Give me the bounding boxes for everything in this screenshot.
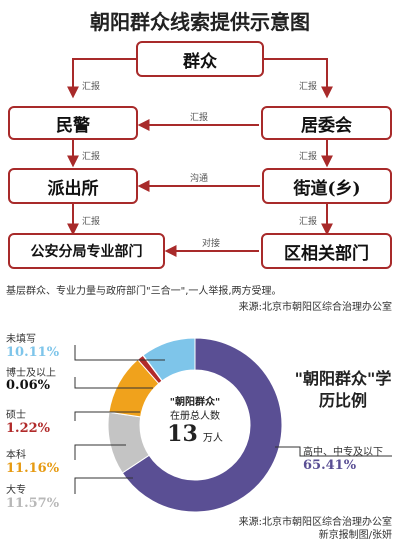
node-gongan: 公安分局专业部门 [8,233,165,269]
leader-boshi [74,377,153,389]
edge-label-report: 汇报 [82,82,101,92]
leader-shuoshi [74,411,140,421]
node-jiedao: 街道(乡) [262,168,392,204]
node-paichusuo: 派出所 [8,168,138,204]
edge-label-report: 汇报 [82,217,101,227]
node-minjing: 民警 [8,106,138,140]
node-qunzhong: 群众 [136,41,264,77]
slice-weitianxie [142,337,196,382]
donut-center-total: 13 万人 [140,421,250,447]
value-shuoshi: 1.22% [6,421,51,436]
edge-label-report: 汇报 [190,113,209,123]
edge-label-report: 汇报 [299,217,318,227]
label-dazhuan: 大专 [6,485,26,496]
label-gaozhong: 高中、中专及以下 [303,447,383,458]
leader-benke [74,444,126,460]
edge-label-duijie: 对接 [202,239,221,249]
edge-qunzhong-minjing [67,58,136,99]
value-gaozhong: 65.41% [303,458,357,473]
leader-weitianxie [74,345,165,361]
flow-note: 基层群众、专业力量与政府部门"三合一",一人举报,两方受理。 [6,286,282,297]
node-juweihui: 居委会 [261,106,392,140]
value-boshi: 0.06% [6,378,51,393]
label-benke: 本科 [6,450,26,461]
edge-label-goutong: 沟通 [190,174,209,184]
footer-source: 来源:北京市朝阳区综合治理办公室 [238,517,392,528]
chart-title: "朝阳群众"学历比例 [294,369,392,410]
edge-qunzhong-juweihui [264,58,333,99]
leader-gaozhong [275,446,392,457]
label-weitianxie: 未填写 [6,334,36,345]
edge-label-report: 汇报 [82,152,101,162]
edge-label-report: 汇报 [299,82,318,92]
page-title: 朝阳群众线索提供示意图 [90,10,310,34]
value-benke: 11.16% [6,461,60,476]
slice-gaozhong [121,337,283,513]
donut-center-unit: 万人 [202,433,223,444]
leader-dazhuan [74,477,133,494]
donut-center-line2: 在册总人数 [170,411,220,422]
node-qu: 区相关部门 [261,233,392,269]
donut-center-number: 13 [167,421,198,447]
flow-source: 来源:北京市朝阳区综合治理办公室 [238,302,392,313]
donut-center-line1: "朝阳群众" [169,397,221,408]
edge-label-report: 汇报 [299,152,318,162]
flow-connectors [67,58,333,257]
value-weitianxie: 10.11% [6,345,60,360]
label-boshi: 博士及以上 [6,368,56,379]
label-shuoshi: 硕士 [6,410,26,421]
footer-credit: 新京报制图/张妍 [318,530,392,541]
value-dazhuan: 11.57% [6,496,60,511]
